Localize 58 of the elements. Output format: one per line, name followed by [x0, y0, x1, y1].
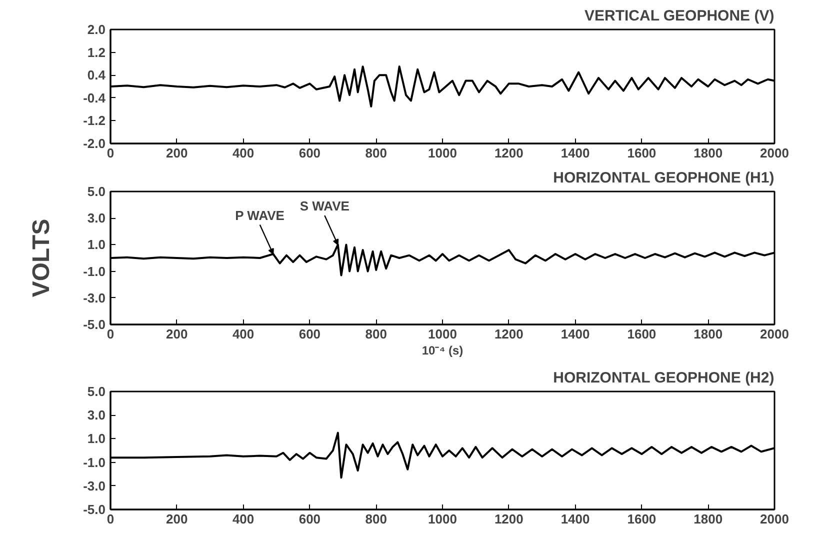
x-tick-label: 600: [298, 512, 321, 526]
y-tick-label: 3.0: [87, 408, 106, 423]
x-tick-label: 1800: [694, 326, 723, 342]
y-tick-label: -5.0: [83, 502, 106, 517]
chart-title: HORIZONTAL GEOPHONE (H2): [553, 370, 774, 386]
y-axis-title: VOLTS: [28, 218, 56, 298]
x-tick-label: 1200: [494, 326, 524, 342]
y-tick-label: 5.0: [87, 184, 106, 199]
x-tick-label: 200: [166, 512, 188, 526]
x-tick-label: 800: [365, 146, 387, 160]
x-tick-label: 1400: [560, 512, 590, 526]
x-tick-label: 200: [166, 146, 188, 160]
x-tick-label: 1400: [560, 326, 590, 342]
x-tick-label: 1000: [428, 512, 457, 526]
y-tick-label: -1.0: [83, 454, 106, 470]
x-tick-label: 2000: [760, 146, 789, 160]
y-tick-label: -3.0: [83, 290, 106, 306]
y-tick-label: -5.0: [83, 317, 106, 332]
y-tick-label: -0.4: [83, 90, 106, 106]
y-tick-label: 0.4: [87, 68, 106, 83]
x-tick-label: 1600: [627, 512, 656, 526]
x-tick-label: 1600: [627, 326, 656, 342]
x-tick-label: 800: [365, 512, 387, 526]
x-tick-label: 1000: [428, 326, 457, 342]
x-axis-title: 10⁻⁴ (s): [422, 344, 464, 358]
annotation: P WAVE: [235, 208, 285, 223]
x-tick-label: 1000: [428, 146, 457, 160]
x-tick-label: 1400: [560, 146, 590, 160]
x-tick-label: 1200: [494, 512, 524, 526]
chart-title: VERTICAL GEOPHONE (V): [584, 8, 774, 24]
y-tick-label: 1.2: [87, 44, 106, 60]
y-tick-label: 2.0: [87, 22, 106, 37]
x-tick-label: 800: [365, 326, 387, 342]
x-tick-label: 400: [232, 326, 254, 342]
x-tick-label: 2000: [760, 326, 789, 342]
annotation: S WAVE: [300, 198, 350, 214]
x-tick-label: 1800: [694, 512, 723, 526]
x-tick-label: 2000: [760, 512, 789, 526]
x-tick-label: 1200: [494, 146, 524, 160]
x-tick-label: 400: [232, 146, 254, 160]
y-tick-label: 1.0: [87, 431, 106, 446]
y-tick-label: -1.2: [83, 113, 106, 128]
x-tick-label: 0: [106, 326, 114, 342]
x-tick-label: 400: [232, 512, 254, 526]
x-tick-label: 1800: [694, 146, 723, 160]
y-tick-label: 5.0: [87, 384, 106, 399]
y-tick-label: -3.0: [83, 478, 106, 494]
x-tick-label: 200: [166, 326, 188, 342]
x-tick-label: 0: [106, 512, 114, 526]
y-tick-label: 3.0: [87, 210, 106, 226]
y-tick-label: -1.0: [83, 264, 106, 279]
x-tick-label: 0: [106, 146, 114, 160]
y-tick-label: -2.0: [83, 136, 106, 151]
x-tick-label: 600: [298, 146, 321, 160]
chart-title: HORIZONTAL GEOPHONE (H1): [553, 170, 774, 186]
x-tick-label: 1600: [627, 146, 656, 160]
x-tick-label: 600: [298, 326, 321, 342]
y-tick-label: 1.0: [87, 237, 106, 252]
